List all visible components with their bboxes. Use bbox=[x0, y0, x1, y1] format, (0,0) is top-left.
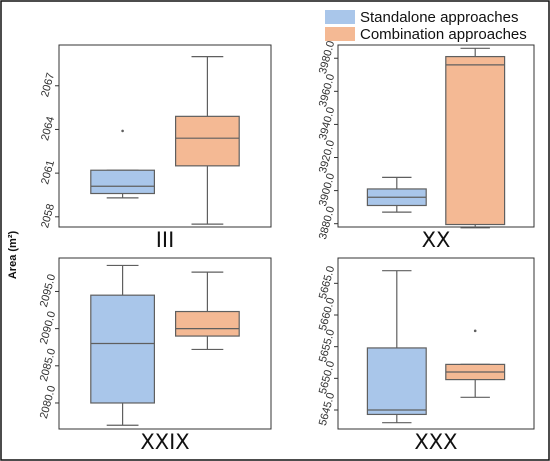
y-tick-label: 5660.0 bbox=[317, 296, 337, 332]
panel-label: XXIX bbox=[140, 430, 189, 454]
iqr-box bbox=[366, 347, 427, 416]
legend-swatch-standalone bbox=[325, 10, 355, 24]
y-tick-label: 5665.0 bbox=[317, 265, 337, 301]
y-tick-label: 2058 bbox=[39, 203, 57, 230]
y-axis-label: Area (m²) bbox=[7, 231, 19, 280]
y-tick-label: 2080.0 bbox=[38, 384, 58, 420]
y-tick-label: 3980.0 bbox=[317, 40, 337, 76]
panel-iii: 2058 2061 2064 2067 III bbox=[39, 44, 272, 252]
iqr-box bbox=[175, 310, 240, 337]
box-standalone bbox=[90, 264, 156, 426]
y-tick-label: 2061 bbox=[39, 159, 57, 186]
y-tick-label: 5650.0 bbox=[317, 360, 337, 396]
panel-frame bbox=[58, 257, 272, 430]
y-tick-label: 3960.0 bbox=[317, 73, 337, 109]
iqr-box bbox=[90, 294, 156, 404]
panel-label: XX bbox=[422, 228, 451, 252]
y-tick-label: 2095.0 bbox=[38, 273, 58, 309]
iqr-box bbox=[90, 169, 156, 195]
iqr-box bbox=[175, 115, 240, 167]
y-tick-label: 2090.0 bbox=[38, 310, 58, 346]
y-tick-label: 2064 bbox=[39, 115, 57, 142]
panel-frame bbox=[337, 257, 535, 430]
outlier-point bbox=[473, 329, 477, 333]
panels: 2058 2061 2064 2067 III 3880.03900.03920.0394… bbox=[38, 40, 535, 454]
legend-label-standalone: Standalone approaches bbox=[360, 9, 518, 26]
box-combination bbox=[175, 271, 240, 351]
panel-label: XXX bbox=[414, 430, 457, 454]
y-tick-label: 3900.0 bbox=[317, 172, 337, 208]
y-tick-label: 3920.0 bbox=[317, 139, 337, 175]
legend: Standalone approaches Combination approa… bbox=[325, 9, 527, 43]
legend-swatch-combination bbox=[325, 27, 355, 41]
box-standalone bbox=[90, 129, 156, 199]
box-standalone bbox=[366, 176, 427, 213]
box-combination bbox=[445, 47, 506, 229]
legend-label-combination: Combination approaches bbox=[360, 26, 527, 43]
outlier-point bbox=[121, 129, 124, 133]
y-tick-label: 3940.0 bbox=[317, 106, 337, 142]
box-combination bbox=[445, 329, 506, 398]
panel-label: III bbox=[156, 228, 175, 252]
y-tick-label: 2085.0 bbox=[38, 347, 58, 383]
y-tick-label: 5645.0 bbox=[317, 391, 337, 427]
y-tick-label: 5655.0 bbox=[317, 328, 337, 364]
box-combination bbox=[175, 56, 240, 225]
y-tick-label: 3880.0 bbox=[317, 205, 337, 241]
panel-frame bbox=[58, 44, 272, 228]
box-standalone bbox=[366, 270, 427, 424]
y-tick-label: 2067 bbox=[39, 72, 57, 99]
panel-frame bbox=[337, 44, 535, 228]
iqr-box bbox=[445, 55, 506, 226]
